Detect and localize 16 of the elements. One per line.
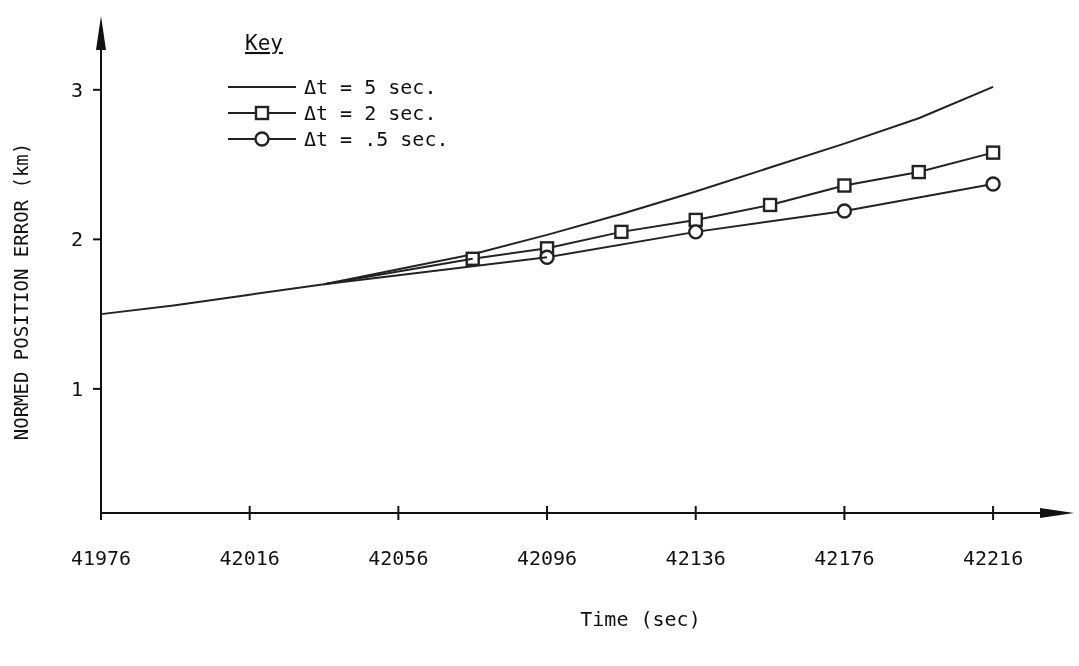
y-axis-title: NORMED POSITION ERROR (km) <box>10 142 32 441</box>
legend-label: Δt = 5 sec. <box>304 75 437 99</box>
y-tick-label: 2 <box>70 227 84 252</box>
x-tick-label: 42016 <box>219 546 280 570</box>
x-tick-label: 42096 <box>516 546 578 570</box>
y-tick-label: 3 <box>70 77 84 102</box>
x-axis-title: Time (sec) <box>580 607 701 631</box>
legend-label: Δt = 2 sec. <box>304 101 437 125</box>
x-tick-label: 42056 <box>368 546 429 570</box>
x-tick-label: 42136 <box>665 546 726 570</box>
legend-title: Key <box>245 31 283 55</box>
legend-label: Δt = .5 sec. <box>304 127 449 151</box>
y-tick-label: 1 <box>70 376 84 401</box>
x-tick-label: 42216 <box>962 546 1024 570</box>
x-tick-label: 42176 <box>814 546 875 570</box>
x-tick-label: 41976 <box>70 546 132 570</box>
